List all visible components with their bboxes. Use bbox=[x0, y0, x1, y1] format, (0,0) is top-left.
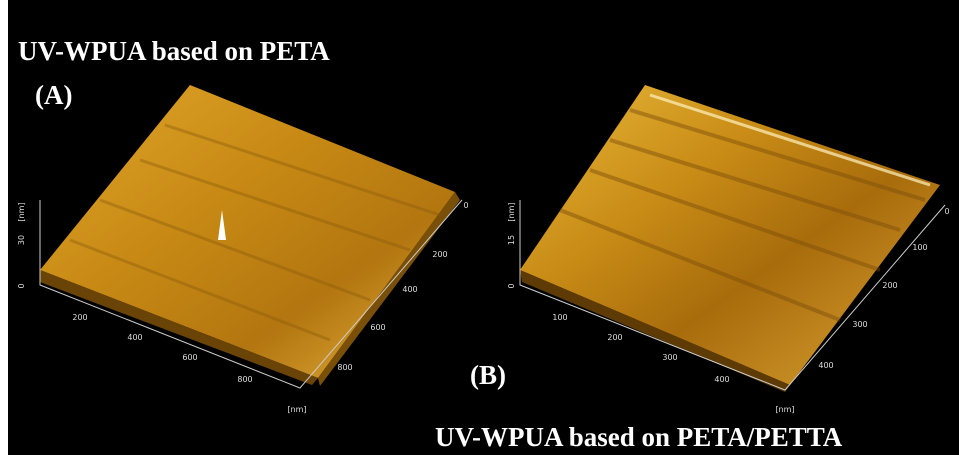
xy-unit: [nm] bbox=[775, 405, 794, 414]
y-tick-label: 0 bbox=[463, 201, 468, 210]
y-tick-label: 800 bbox=[337, 363, 352, 372]
panel-label: (A) bbox=[35, 80, 72, 110]
z-unit: [nm] bbox=[17, 202, 26, 221]
z-unit: [nm] bbox=[507, 202, 516, 221]
z-tick-label: 30 bbox=[17, 235, 26, 245]
z-tick-label: 0 bbox=[507, 283, 516, 288]
y-tick-label: 600 bbox=[370, 323, 385, 332]
figure: UV-WPUA based on PETA UV-WPUA based on P… bbox=[0, 0, 959, 455]
y-tick-label: 200 bbox=[432, 250, 447, 259]
x-tick-label: 400 bbox=[714, 375, 729, 384]
y-tick-label: 100 bbox=[912, 243, 927, 252]
x-tick-label: 200 bbox=[72, 313, 87, 322]
y-tick-label: 300 bbox=[852, 320, 867, 329]
y-tick-label: 400 bbox=[818, 361, 833, 370]
x-tick-label: 200 bbox=[607, 333, 622, 342]
panel-label: (B) bbox=[470, 360, 506, 390]
y-tick-label: 0 bbox=[944, 207, 949, 216]
y-tick-label: 200 bbox=[882, 281, 897, 290]
title: UV-WPUA based on PETA/PETTA bbox=[435, 422, 843, 452]
title: UV-WPUA based on PETA bbox=[18, 36, 330, 66]
x-tick-label: 600 bbox=[182, 353, 197, 362]
x-tick-label: 400 bbox=[127, 333, 142, 342]
x-tick-label: 300 bbox=[662, 353, 677, 362]
xy-unit: [nm] bbox=[287, 405, 306, 414]
z-tick-label: 15 bbox=[507, 235, 516, 245]
x-tick-label: 100 bbox=[552, 313, 567, 322]
z-tick-label: 0 bbox=[17, 283, 26, 288]
x-tick-label: 800 bbox=[237, 375, 252, 384]
y-tick-label: 400 bbox=[402, 285, 417, 294]
